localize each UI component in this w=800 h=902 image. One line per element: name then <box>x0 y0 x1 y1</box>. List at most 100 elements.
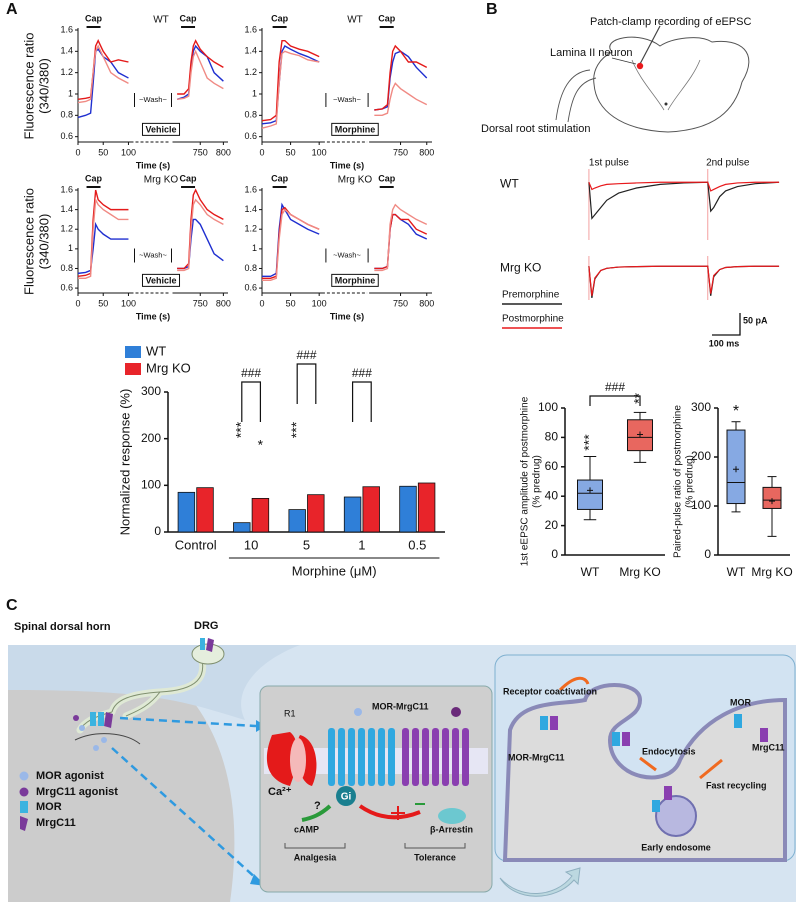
trace-line <box>77 44 129 104</box>
y-axis-label: 1st eEPSC amplitude of postmorphine <box>520 396 531 566</box>
y-tick-label: 1.6 <box>60 24 73 34</box>
arrow <box>699 758 723 780</box>
y-tick-label: 1.6 <box>244 184 257 194</box>
arrow <box>558 676 590 692</box>
y-tick-label: 0.6 <box>244 282 257 292</box>
trace-line <box>374 44 428 111</box>
y-tick-label: 1.4 <box>244 46 257 56</box>
white-matter <box>8 645 300 720</box>
significance: ### <box>241 366 261 380</box>
legend-label: MrgC11 agonist <box>36 786 118 798</box>
trace-line <box>77 221 129 275</box>
y-tick-label: 200 <box>691 449 711 463</box>
mean <box>587 487 593 494</box>
x-axis-label: Time (s) <box>136 160 170 170</box>
y-tick-label: 80 <box>545 430 559 444</box>
y-tick-label: 1.2 <box>60 224 73 234</box>
wash-label: ~Wash~ <box>333 95 361 104</box>
x-tick-label: Mrg KO <box>751 565 792 579</box>
stim-label: Cap <box>85 13 103 23</box>
drug-label: Vehicle <box>145 124 176 134</box>
trace-line <box>177 49 224 101</box>
diagram-label: Early endosome <box>641 842 711 852</box>
drug-box <box>141 122 181 136</box>
trace-line <box>374 82 428 117</box>
legend-swatch <box>125 346 141 358</box>
diagram-label: cAMP <box>294 824 319 834</box>
bar <box>417 482 436 533</box>
agonist <box>73 715 79 721</box>
chart-title: Mrg KO <box>144 175 179 186</box>
legend-label: MrgC11 <box>36 817 76 829</box>
stim-label: Cap <box>85 173 103 183</box>
x-tick-label: WT <box>581 565 600 579</box>
scale-bar <box>712 313 741 336</box>
x-tick-label: 0 <box>259 147 264 157</box>
diagram-label: ? <box>314 800 321 812</box>
agonist <box>79 725 85 731</box>
diagram-label: MOR-MrgC11 <box>508 752 565 762</box>
diagram-label: Ca²⁺ <box>268 786 292 798</box>
region-label: Spinal dorsal horn <box>14 621 111 633</box>
y-tick-label: 1.2 <box>244 224 257 234</box>
bracket <box>296 363 317 404</box>
diagram-label: β-Arrestin <box>430 824 473 834</box>
significance: *** <box>232 421 248 438</box>
region-label: DRG <box>194 620 218 632</box>
y-tick-label: 1.4 <box>60 204 73 214</box>
y-tick-label: 0.6 <box>60 282 73 292</box>
y-axis-label: Normalized response (%) <box>117 389 132 536</box>
diagram-label: Endocytosis <box>642 746 696 756</box>
neuron <box>636 62 644 70</box>
dorsal-horn <box>8 645 235 902</box>
chart-title: Mrg KO <box>338 175 373 186</box>
epsc-trace <box>588 181 780 192</box>
y-tick-label: 1 <box>68 243 73 253</box>
stim-label: Cap <box>180 173 198 183</box>
significance: *** <box>288 421 304 438</box>
diagram-label: Analgesia <box>294 852 338 862</box>
x-tick-label: 800 <box>419 147 434 157</box>
wash-label: ~Wash~ <box>333 250 361 259</box>
canal <box>664 102 668 106</box>
bar <box>399 485 417 533</box>
x-tick-label: 1 <box>358 537 365 552</box>
mrgc11-icon <box>206 638 214 652</box>
y-tick-label: 300 <box>141 384 161 398</box>
y-tick-label: 40 <box>545 488 559 502</box>
x-tick-label: 0 <box>259 298 264 308</box>
panel-label: A <box>6 1 18 18</box>
significance: ### <box>296 348 316 362</box>
legend-icon <box>19 787 29 797</box>
mor-icon <box>200 638 205 650</box>
diagram-label: R1 <box>284 708 296 718</box>
bracket <box>284 843 466 849</box>
stim-label: Cap <box>271 173 289 183</box>
y-tick-label: 1 <box>252 243 257 253</box>
arrow <box>639 756 657 772</box>
mrgc11-helices <box>402 728 469 786</box>
y-tick-label: 300 <box>691 400 711 414</box>
chart-title: WT <box>347 15 363 26</box>
x-tick-label: 750 <box>193 298 208 308</box>
drug-box <box>331 273 379 287</box>
bar <box>307 494 325 533</box>
stim-label: Cap <box>271 13 289 23</box>
mor-icon <box>98 712 104 726</box>
x-tick-label: 50 <box>286 298 296 308</box>
y-axis-label: (340/380) <box>36 58 51 114</box>
drug-box <box>331 122 379 136</box>
arrestin <box>438 808 466 824</box>
x-tick-label: 50 <box>286 147 296 157</box>
y-tick-label: 0.6 <box>244 131 257 141</box>
trace-line <box>176 44 224 101</box>
gi-protein <box>336 786 356 806</box>
dorsal-root <box>555 69 597 123</box>
x-tick-label: 100 <box>312 147 327 157</box>
mor-helices <box>328 728 395 786</box>
drug-label: Morphine <box>335 275 376 285</box>
trace-line <box>177 198 224 272</box>
significance: *** <box>581 434 597 451</box>
wash-label: ~Wash~ <box>139 95 167 104</box>
